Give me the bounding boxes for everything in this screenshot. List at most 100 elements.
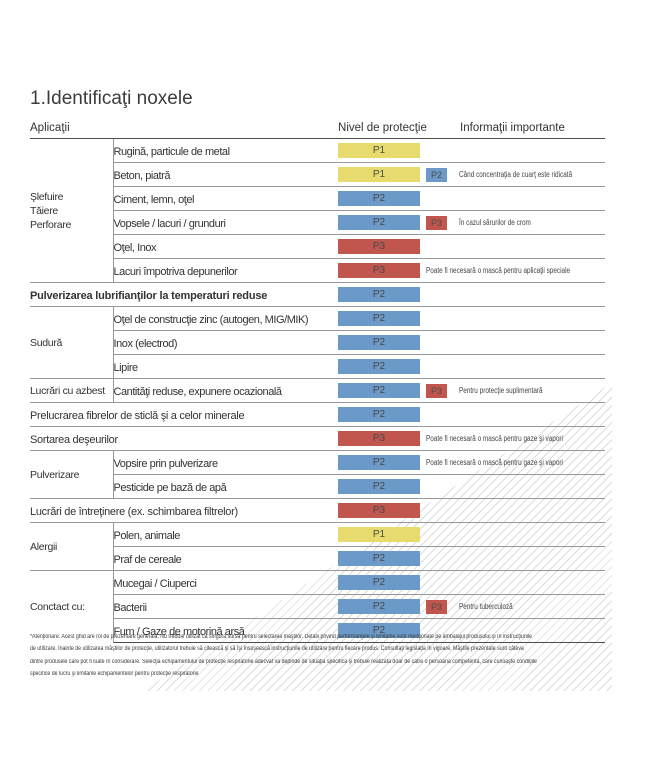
protection-level-cell: P2 xyxy=(338,402,427,427)
protection-level-bar: P2 xyxy=(338,407,421,422)
protection-level-cell: P2 xyxy=(338,186,427,211)
important-info-cell xyxy=(426,282,606,307)
secondary-level-chip: P3 xyxy=(426,215,448,230)
important-info-note: Poate fi necesară o mască pentru gaze şi… xyxy=(426,458,563,467)
group-label-text: Lucrări cu azbest xyxy=(30,384,105,397)
hazard-identification-table: Aplicaţii Nivel de protecţie Informaţii … xyxy=(30,122,606,643)
application-label: Vopsele / lacuri / grunduri xyxy=(113,217,226,230)
table-row: Lucrări cu azbest Cantităţi reduse, expun… xyxy=(30,378,606,403)
application-group-label: Şlefuire Tăiere Perforare xyxy=(30,138,114,283)
table-body: Şlefuire Tăiere Perforare Rugină, particu… xyxy=(30,138,606,643)
protection-level-bar: P3 xyxy=(338,503,421,518)
application-label: Ciment, lemn, oţel xyxy=(113,193,195,206)
application-label-cell: Beton, piatră xyxy=(113,162,339,187)
secondary-level-chip: P2 xyxy=(426,167,448,182)
protection-level-bar: P1 xyxy=(338,527,421,542)
application-label-cell: Mucegai / Ciuperci xyxy=(113,570,339,595)
important-info-cell: P3 Pentru protecţie suplimentară xyxy=(426,378,606,403)
important-info-note: Poate fi necesară o mască pentru aplicaţ… xyxy=(426,266,571,275)
application-label: Pesticide pe bază de apă xyxy=(113,481,227,494)
application-label-cell: Rugină, particule de metal xyxy=(113,139,338,163)
important-info-cell xyxy=(426,570,606,595)
application-label-cell: Pesticide pe bază de apă xyxy=(113,474,339,499)
important-info-cell xyxy=(426,354,606,379)
application-group-label: Alergii xyxy=(30,522,114,571)
table-row: Bacterii P2 P3 Pentru tuberculoză xyxy=(30,594,606,619)
application-label: Lucrări de întreţinere (ex. schimbarea f… xyxy=(30,505,238,518)
important-info-cell xyxy=(426,330,606,355)
secondary-level-chip: P3 xyxy=(426,599,448,614)
important-info-note: Când concentraţia de cuarţ este ridicată xyxy=(459,170,573,179)
application-group-label: Pulverizare xyxy=(30,450,114,499)
table-row: Oţel, Inox P3 xyxy=(30,234,606,259)
column-header-protection-level: Nivel de protecţie xyxy=(338,122,461,139)
application-label-cell: Bacterii xyxy=(113,594,339,619)
page-title: 1.Identificaţi noxele xyxy=(30,88,193,109)
application-label-cell: Ciment, lemn, oţel xyxy=(113,186,339,211)
protection-level-bar: P1 xyxy=(338,143,421,158)
protection-level-cell: P2 xyxy=(338,618,427,643)
group-label-text: Sudură xyxy=(30,336,63,349)
application-label-cell: Inox (electrod) xyxy=(113,330,339,355)
table-row: Alergii Polen, animale P1 xyxy=(30,522,606,571)
protection-level-bar: P2 xyxy=(338,191,421,206)
table-row: Şlefuire Tăiere Perforare Rugină, particu… xyxy=(30,138,605,283)
footnote-line: *Atenţionare: Acest ghid are rol de prez… xyxy=(30,634,532,640)
important-info-cell xyxy=(426,234,606,259)
table-row: Lacuri împotriva depunerilor P3 Poate fi n… xyxy=(30,258,606,283)
protection-level-cell: P3 xyxy=(338,234,427,259)
footnote-line: dintre produsele care pot fi luate în co… xyxy=(30,658,537,665)
table-row: Lipire P2 xyxy=(30,354,606,379)
protection-level-bar: P3 xyxy=(338,431,421,446)
application-label: Sortarea deşeurilor xyxy=(30,433,118,446)
protection-level-cell: P3 xyxy=(338,498,427,523)
table-row: Praf de cereale P2 xyxy=(30,546,606,571)
protection-level-bar: P2 xyxy=(338,479,421,494)
group-label-text: Şlefuire Tăiere Perforare xyxy=(30,190,72,231)
protection-level-bar: P2 xyxy=(338,215,421,230)
protection-level-cell: P2 xyxy=(338,306,427,331)
important-info-cell: P3 Pentru tuberculoză xyxy=(426,594,606,619)
application-label-cell: Fum / Gaze de motorină arsă xyxy=(113,618,339,643)
important-info-cell xyxy=(426,618,606,643)
protection-level-cell: P2 xyxy=(338,594,427,619)
protection-level-cell: P2 xyxy=(338,474,427,499)
table-row: Vopsele / lacuri / grunduri P2 P3 În cazul … xyxy=(30,210,606,235)
table-row: Sortarea deşeurilor P3 Poate fi necesară o… xyxy=(30,426,606,451)
table-row: Prelucrarea fibrelor de sticlă şi a celo… xyxy=(30,402,606,427)
protection-level-bar: P2 xyxy=(338,575,421,590)
protection-level-cell: P3 xyxy=(338,426,427,451)
table-row: Pulverizarea lubrifianţilor la temperatu… xyxy=(30,282,606,307)
application-label: Beton, piatră xyxy=(113,169,171,182)
important-info-cell xyxy=(426,402,606,427)
application-label: Inox (electrod) xyxy=(113,337,178,350)
important-info-cell: P2 Când concentraţia de cuarţ este ridica… xyxy=(426,162,606,187)
protection-level-cell: P1 xyxy=(338,522,427,547)
application-label-cell: Praf de cereale xyxy=(113,546,339,571)
application-label-cell: Oţel de construcţie zinc (autogen, MIG/M… xyxy=(113,306,339,331)
protection-level-cell: P2 xyxy=(338,570,427,595)
protection-level-cell: P2 xyxy=(338,210,427,235)
application-label-cell: Polen, animale xyxy=(113,522,339,547)
protection-level-cell: P1 xyxy=(338,139,426,163)
important-info-cell xyxy=(426,474,606,499)
footnote-line: de utilizare. Înainte de utilizarea măşt… xyxy=(30,646,524,653)
application-label: Praf de cereale xyxy=(113,553,182,566)
application-label: Oţel, Inox xyxy=(113,241,157,254)
application-label-cell: Vopsire prin pulverizare xyxy=(113,450,339,475)
protection-level-bar: P2 xyxy=(338,599,421,614)
table-row: Beton, piatră P1 P2 Când concentraţia de cu… xyxy=(30,162,606,187)
application-group-label: Sudură xyxy=(30,306,114,379)
protection-level-bar: P3 xyxy=(338,263,421,278)
protection-level-bar: P2 xyxy=(338,455,421,470)
protection-level-cell: P3 xyxy=(338,258,427,283)
protection-level-cell: P2 xyxy=(338,354,427,379)
important-info-cell xyxy=(426,306,606,331)
important-info-note: În cazul sărurilor de crom xyxy=(459,218,531,227)
application-label: Lipire xyxy=(113,361,139,374)
application-label: Lacuri împotriva depunerilor xyxy=(113,265,238,278)
protection-level-cell: P2 xyxy=(338,282,427,307)
table-row: Ciment, lemn, oţel P2 xyxy=(30,186,606,211)
application-label: Oţel de construcţie zinc (autogen, MIG/M… xyxy=(113,313,309,326)
